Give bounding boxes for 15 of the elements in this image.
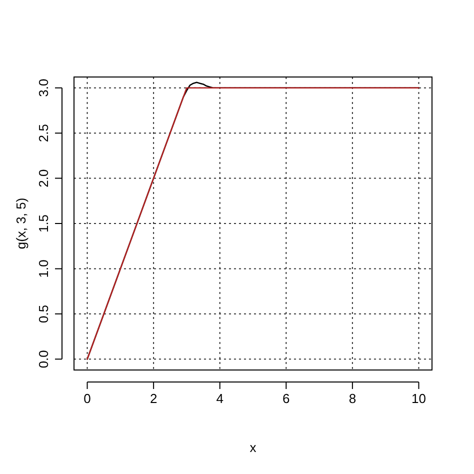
x-tick-label: 10 xyxy=(412,391,426,406)
y-tick-label: 1.0 xyxy=(36,260,52,278)
x-tick-label: 2 xyxy=(150,391,158,406)
y-tick-label: 2.0 xyxy=(36,169,52,188)
y-axis-title: g(x, 3, 5) xyxy=(14,198,29,250)
x-tick-label: 8 xyxy=(348,391,356,406)
y-tick-label: 0.0 xyxy=(36,350,52,368)
y-tick-label: 1.5 xyxy=(36,214,52,233)
x-tick-label: 4 xyxy=(216,391,224,406)
x-tick-label: 0 xyxy=(84,391,91,406)
x-tick-label: 6 xyxy=(282,391,290,406)
x-axis-title: x xyxy=(250,440,257,455)
y-tick-label: 2.5 xyxy=(36,124,52,142)
y-tick-label: 0.5 xyxy=(36,304,52,323)
y-tick-label: 3.0 xyxy=(36,78,52,97)
